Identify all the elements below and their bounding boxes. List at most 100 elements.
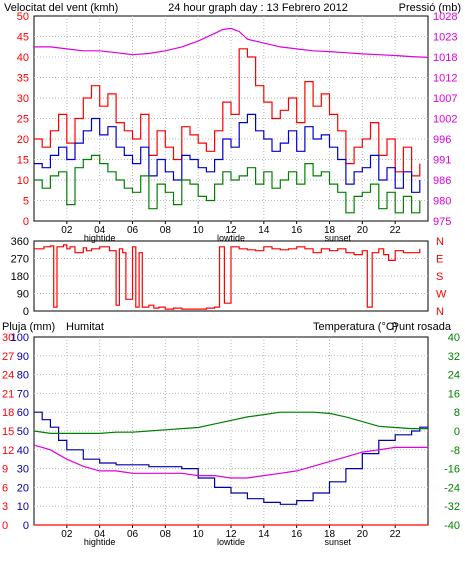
- temperature-tick-label: -24: [444, 482, 460, 494]
- climate-grid: [34, 337, 428, 525]
- humidity-tick-label: 80: [17, 370, 29, 382]
- humidity-tick-label: 30: [17, 464, 29, 476]
- temperature-tick-label: 8: [454, 407, 460, 419]
- pressure-tick-label: 1002: [433, 114, 457, 126]
- pressure-axis: 975 980 986 991 996 1002 1007 1012 1018 1023 1028: [433, 11, 457, 228]
- pressure-tick-label: 996: [433, 134, 451, 146]
- pressure-tick-label: 1018: [433, 52, 457, 64]
- direction-degree-tick-label: 360: [11, 236, 29, 248]
- dewpoint-axis-title: Punt rosada: [392, 321, 452, 333]
- x-tick-label: 14: [258, 529, 270, 540]
- compass-tick-label: E: [436, 254, 443, 266]
- x-tick-label: 06: [127, 225, 139, 236]
- direction-degree-tick-label: 180: [11, 271, 29, 283]
- pressure-tick-label: 975: [433, 216, 451, 228]
- humidity-tick-label: 0: [23, 520, 29, 532]
- rain-tick-label: 3: [2, 501, 8, 513]
- wind_avg-series-line: [34, 113, 421, 193]
- pressure-tick-label: 991: [433, 155, 451, 167]
- x-tick-label: 14: [258, 225, 270, 236]
- rain-tick-label: 24: [2, 370, 14, 382]
- pressure-tick-label: 1012: [433, 73, 457, 85]
- direction-degree-tick-label: 0: [23, 306, 29, 318]
- direction-degree-tick-label: 270: [11, 254, 29, 266]
- climate-series: [33, 411, 428, 526]
- x-tick-label: 16: [291, 529, 303, 540]
- wind-series: [34, 27, 429, 214]
- direction-series: [34, 244, 421, 310]
- humidity-tick-label: 100: [11, 332, 29, 344]
- wind-speed-tick-label: 45: [17, 32, 29, 44]
- direction-series-line: [34, 244, 421, 310]
- humidity-tick-label: 60: [17, 407, 29, 419]
- x-tick-label: 10: [193, 225, 205, 236]
- rain-tick-label: 27: [2, 351, 14, 363]
- pressure-tick-label: 1028: [433, 11, 457, 23]
- temperature-tick-label: 40: [448, 332, 460, 344]
- pressure-axis-title: Pressió (mb): [399, 2, 461, 14]
- x-tick-label: 08: [160, 225, 172, 236]
- x-tick-label: 12: [225, 225, 237, 236]
- temperature-tick-label: 0: [454, 426, 460, 438]
- pressure-tick-label: 1007: [433, 93, 457, 105]
- temperature-tick-label: 16: [448, 388, 460, 400]
- humidity-tick-label: 20: [17, 482, 29, 494]
- event-label: lowtide: [217, 537, 245, 547]
- x-tick-label: 22: [390, 225, 402, 236]
- wind-speed-axis: 0 5 10 15 20 25 30 35 40 45 50: [17, 11, 29, 228]
- x-tick-label: 02: [61, 225, 73, 236]
- event-label: hightide: [84, 537, 116, 547]
- temperature-tick-label: -16: [444, 464, 460, 476]
- compass-tick-label: N: [436, 306, 444, 318]
- rain-tick-label: 12: [2, 445, 14, 457]
- compass-tick-label: S: [436, 271, 443, 283]
- compass-tick-label: W: [436, 289, 447, 301]
- climate-panel: Pluja (mm) Humitat Temperatura (°C) Punt…: [2, 321, 460, 547]
- x-tick-label: 18: [324, 225, 336, 236]
- chart-title: 24 hour graph day : 13 Febrero 2012: [168, 2, 348, 14]
- humidity-series-line: [34, 411, 428, 505]
- event-label: lowtide: [217, 233, 245, 243]
- wind-axis-title: Velocitat del vent (kmh): [4, 2, 118, 14]
- rain-tick-label: 30: [2, 332, 14, 344]
- event-label: hightide: [84, 233, 116, 243]
- wind_gust-series-line: [34, 48, 421, 177]
- rain-tick-label: 21: [2, 388, 14, 400]
- pressure-tick-label: 1023: [433, 32, 457, 44]
- wind-speed-tick-label: 40: [17, 52, 29, 64]
- rain-tick-label: 0: [2, 520, 8, 532]
- x-tick-label: 20: [357, 225, 369, 236]
- temperature-tick-label: -32: [444, 501, 460, 513]
- x-tick-label: 02: [61, 529, 73, 540]
- x-tick-label: 04: [94, 529, 106, 540]
- x-tick-label: 08: [160, 529, 172, 540]
- humidity-tick-label: 70: [17, 388, 29, 400]
- wind-pressure-panel: Velocitat del vent (kmh) 24 hour graph d…: [4, 2, 461, 243]
- temperature-axis-title: Temperatura (°C): [313, 321, 397, 333]
- wind-speed-tick-label: 0: [23, 216, 29, 228]
- x-tick-label: 16: [291, 225, 303, 236]
- pressure-tick-label: 986: [433, 175, 451, 187]
- humidity-tick-label: 40: [17, 445, 29, 457]
- humidity-axis-title: Humitat: [66, 321, 104, 333]
- humidity-tick-label: 90: [17, 351, 29, 363]
- compass-tick-label: N: [436, 236, 444, 248]
- event-label: sunset: [324, 537, 351, 547]
- temperature-series-line: [33, 411, 428, 434]
- rain-tick-label: 6: [2, 482, 8, 494]
- x-tick-label: 12: [225, 529, 237, 540]
- humidity-tick-label: 50: [17, 426, 29, 438]
- wind_min-series-line: [34, 154, 421, 214]
- dewpoint-series-line: [33, 444, 428, 479]
- x-tick-label: 04: [94, 225, 106, 236]
- wind-speed-tick-label: 20: [17, 134, 29, 146]
- x-tick-label: 20: [357, 529, 369, 540]
- temperature-tick-label: 32: [448, 351, 460, 363]
- climate-time-axis: 02 04 06 08 10 12 14 16 18 20 22 hightide lowtide sun…: [61, 525, 401, 547]
- temperature-axis: -40 -32 -24 -16 -8 0 8 16 24 32 40: [444, 332, 460, 532]
- wind-speed-tick-label: 10: [17, 175, 29, 187]
